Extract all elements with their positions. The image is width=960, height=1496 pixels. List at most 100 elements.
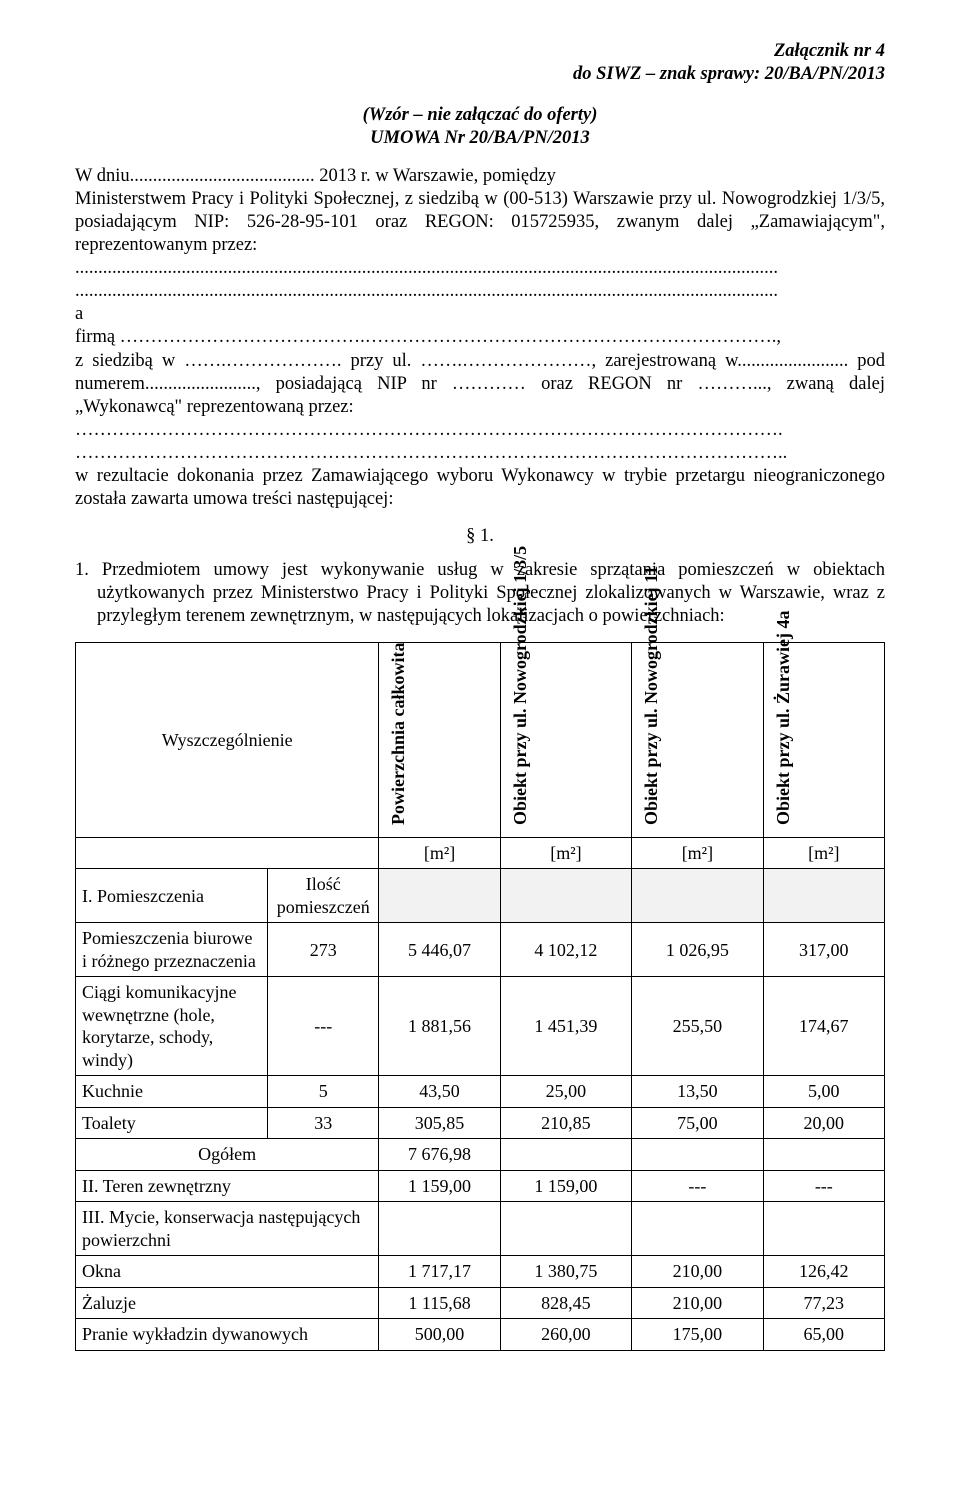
cell-c2 [500,1202,631,1256]
cell-c1: 1 159,00 [379,1170,500,1202]
table-row: III. Mycie, konserwacja następujących po… [76,1202,885,1256]
intro-p4: z siedzibą w …….………………. przy ul. …….…………… [75,350,885,419]
attachment-line-2: do SIWZ – znak sprawy: 20/BA/PN/2013 [573,64,885,84]
table-row: Pranie wykładzin dywanowych 500,00 260,0… [76,1319,885,1351]
cell-c3: 255,50 [632,977,763,1076]
col-obiekt-3: Obiekt przy ul. Żurawiej 4a [763,642,884,837]
document-title: (Wzór – nie załączać do oferty) UMOWA Nr… [75,104,885,150]
cell-c0: 5 [268,1076,379,1108]
cell-label: Żaluzje [76,1287,379,1319]
cell-c4: --- [763,1170,884,1202]
cell-c1: 43,50 [379,1076,500,1108]
cell-c4: 126,42 [763,1256,884,1288]
cell-c2: 1 451,39 [500,977,631,1076]
cell-ogolem-c1: 7 676,98 [379,1139,500,1171]
cell-ogolem-label: Ogółem [76,1139,379,1171]
cell-c4: 317,00 [763,923,884,977]
unit-1: [m²] [379,837,500,869]
col-wyszczegolnienie: Wyszczególnienie [76,642,379,837]
cell-c2: 4 102,12 [500,923,631,977]
intro-paragraphs: W dniu..................................… [75,165,885,512]
cell-label: Toalety [76,1107,268,1139]
cell-c1: 1 881,56 [379,977,500,1076]
cell-c0: 33 [268,1107,379,1139]
table-row: Okna 1 717,17 1 380,75 210,00 126,42 [76,1256,885,1288]
col-powierzchnia: Powierzchnia całkowita [379,642,500,837]
cell-c1: 500,00 [379,1319,500,1351]
cell-label: II. Teren zewnętrzny [76,1170,379,1202]
cell-ilosc-pomieszczen: Ilość pomieszczeń [268,869,379,923]
intro-dots-2: ........................................… [75,280,885,303]
cell-ogolem-c2 [500,1139,631,1171]
cell-c2: 1 159,00 [500,1170,631,1202]
cell-ogolem-c3 [632,1139,763,1171]
cell-c3: 75,00 [632,1107,763,1139]
cell-c3: 13,50 [632,1076,763,1108]
cell-label: Ciągi komunikacyjne wewnętrzne (hole, ko… [76,977,268,1076]
table-row: Pomieszczenia biurowe i różnego przeznac… [76,923,885,977]
intro-blank-dots: ……………………………………………………………………………………………………. … [75,419,885,465]
table-row: Żaluzje 1 115,68 828,45 210,00 77,23 [76,1287,885,1319]
unit-blank [76,837,379,869]
title-line-2: UMOWA Nr 20/BA/PN/2013 [370,128,590,148]
intro-p1: W dniu..................................… [75,165,885,188]
cell-c4: 65,00 [763,1319,884,1351]
cell-grey-1 [379,869,500,923]
table-row: Kuchnie 5 43,50 25,00 13,50 5,00 [76,1076,885,1108]
cell-c4: 174,67 [763,977,884,1076]
cell-c4: 5,00 [763,1076,884,1108]
cell-label: Kuchnie [76,1076,268,1108]
table-row: Ciągi komunikacyjne wewnętrzne (hole, ko… [76,977,885,1076]
cell-c3: 210,00 [632,1287,763,1319]
table-header-row: Wyszczególnienie Powierzchnia całkowita … [76,642,885,837]
cell-c3: --- [632,1170,763,1202]
cell-c2: 25,00 [500,1076,631,1108]
cell-grey-2 [500,869,631,923]
cell-c2: 828,45 [500,1287,631,1319]
cell-c1: 1 115,68 [379,1287,500,1319]
cell-grey-4 [763,869,884,923]
attachment-header: Załącznik nr 4 do SIWZ – znak sprawy: 20… [75,40,885,86]
cell-c1: 5 446,07 [379,923,500,977]
cell-c2: 260,00 [500,1319,631,1351]
document-page: Załącznik nr 4 do SIWZ – znak sprawy: 20… [0,0,960,1496]
unit-row: [m²] [m²] [m²] [m²] [76,837,885,869]
cell-c0: --- [268,977,379,1076]
row-pomieszczenia-header: I. Pomieszczenia Ilość pomieszczeń [76,869,885,923]
surfaces-table: Wyszczególnienie Powierzchnia całkowita … [75,642,885,1351]
intro-dots-1: ........................................… [75,257,885,280]
attachment-line-1: Załącznik nr 4 [774,41,885,61]
intro-a: a [75,303,885,326]
clause-1: 1. Przedmiotem umowy jest wykonywanie us… [75,559,885,628]
cell-label: III. Mycie, konserwacja następujących po… [76,1202,379,1256]
cell-label: Okna [76,1256,379,1288]
intro-p2: Ministerstwem Pracy i Polityki Społeczne… [75,188,885,257]
intro-p5: w rezultacie dokonania przez Zamawiające… [75,465,885,511]
table-row: II. Teren zewnętrzny 1 159,00 1 159,00 -… [76,1170,885,1202]
cell-c4: 20,00 [763,1107,884,1139]
table-row: Toalety 33 305,85 210,85 75,00 20,00 [76,1107,885,1139]
cell-i-pomieszczenia: I. Pomieszczenia [76,869,268,923]
cell-label: Pomieszczenia biurowe i różnego przeznac… [76,923,268,977]
col-obiekt-2: Obiekt przy ul. Nowogrodzkiej 11 [632,642,763,837]
cell-c3: 1 026,95 [632,923,763,977]
cell-c1: 1 717,17 [379,1256,500,1288]
cell-c1 [379,1202,500,1256]
cell-grey-3 [632,869,763,923]
unit-3: [m²] [632,837,763,869]
title-line-1: (Wzór – nie załączać do oferty) [363,105,598,125]
unit-2: [m²] [500,837,631,869]
section-1-label: § 1. [75,525,885,548]
cell-c2: 210,85 [500,1107,631,1139]
unit-4: [m²] [763,837,884,869]
cell-c4: 77,23 [763,1287,884,1319]
cell-c4 [763,1202,884,1256]
cell-c0: 273 [268,923,379,977]
intro-p3: firmą ………………………………….……………………………………………………… [75,326,885,349]
cell-c3: 210,00 [632,1256,763,1288]
table-row-ogolem: Ogółem 7 676,98 [76,1139,885,1171]
cell-c1: 305,85 [379,1107,500,1139]
cell-c3 [632,1202,763,1256]
cell-c3: 175,00 [632,1319,763,1351]
cell-label: Pranie wykładzin dywanowych [76,1319,379,1351]
